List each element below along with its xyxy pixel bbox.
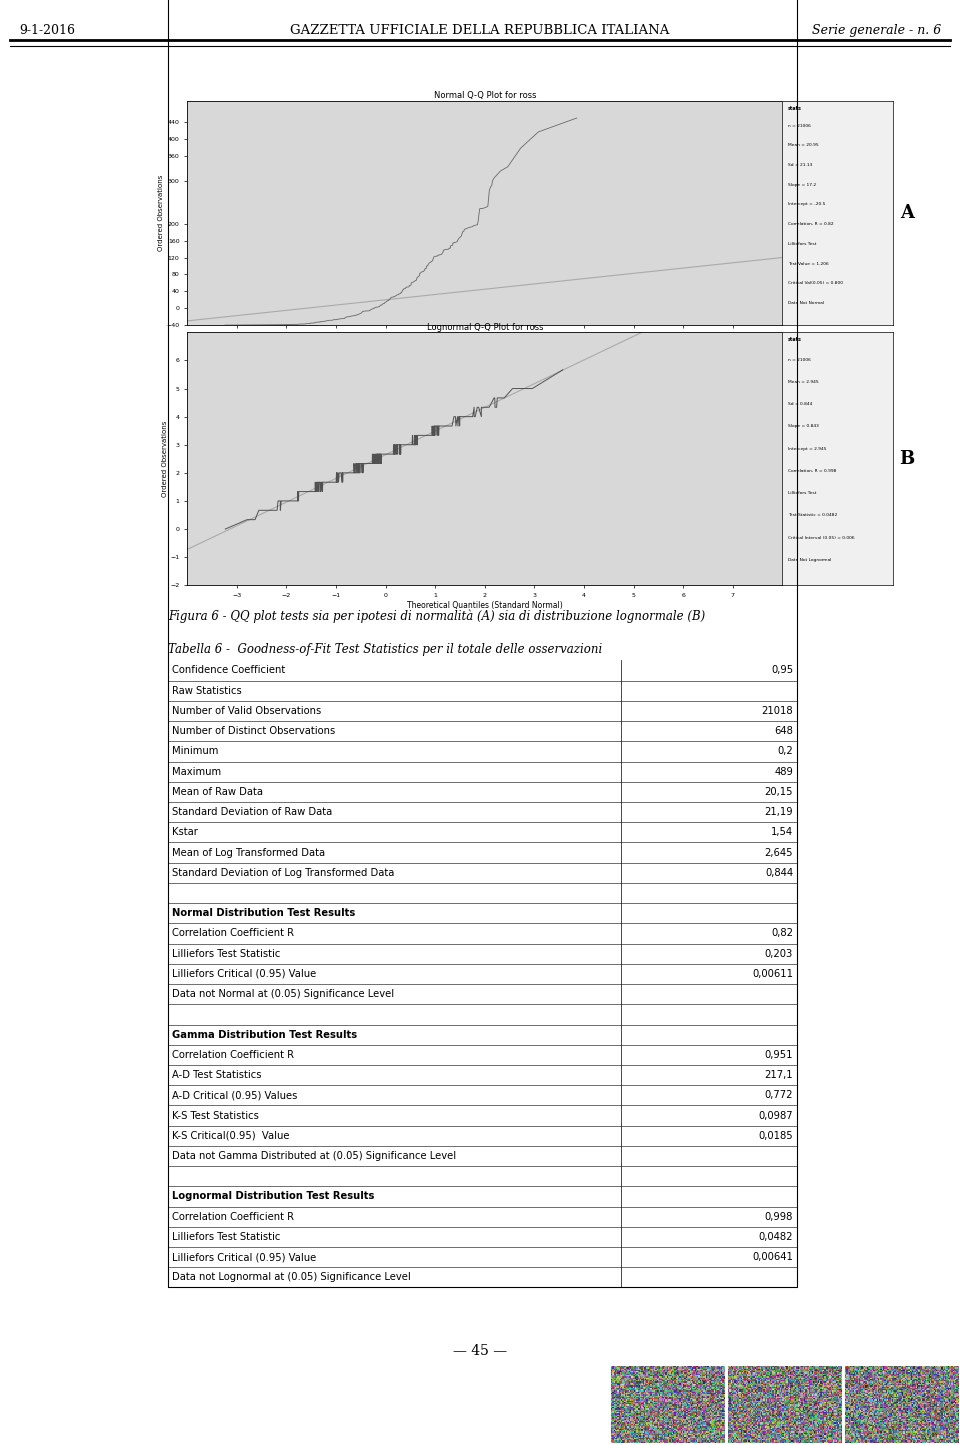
Text: Raw Statistics: Raw Statistics	[172, 686, 242, 695]
Text: GAZZETTA UFFICIALE DELLA REPUBBLICA ITALIANA: GAZZETTA UFFICIALE DELLA REPUBBLICA ITAL…	[290, 25, 670, 36]
Text: A-D Critical (0.95) Values: A-D Critical (0.95) Values	[172, 1091, 298, 1100]
Text: 0,772: 0,772	[764, 1091, 793, 1100]
Text: 0,203: 0,203	[765, 949, 793, 958]
Text: Gamma Distribution Test Results: Gamma Distribution Test Results	[172, 1030, 357, 1039]
Text: Lilliefors Critical (0.95) Value: Lilliefors Critical (0.95) Value	[172, 970, 316, 978]
Text: 0,951: 0,951	[764, 1051, 793, 1059]
Text: Sd = 0.844: Sd = 0.844	[788, 402, 812, 406]
Y-axis label: Ordered Observations: Ordered Observations	[157, 175, 163, 251]
Text: Lilliefors Test: Lilliefors Test	[788, 241, 816, 246]
Text: Data not Lognormal at (0.05) Significance Level: Data not Lognormal at (0.05) Significanc…	[172, 1273, 411, 1282]
Text: n = 21006: n = 21006	[788, 123, 811, 127]
Text: stats: stats	[788, 337, 802, 342]
Text: 21018: 21018	[761, 707, 793, 715]
Text: 9-1-2016: 9-1-2016	[19, 25, 75, 36]
Text: Mean of Log Transformed Data: Mean of Log Transformed Data	[172, 848, 324, 857]
Text: K-S Critical(0.95)  Value: K-S Critical(0.95) Value	[172, 1131, 289, 1140]
Text: Correlation, R = 0.82: Correlation, R = 0.82	[788, 223, 833, 225]
Text: Sd = 21.13: Sd = 21.13	[788, 163, 812, 168]
Text: 0,82: 0,82	[771, 929, 793, 938]
Text: Mean of Raw Data: Mean of Raw Data	[172, 788, 263, 796]
Text: Data Not Normal: Data Not Normal	[788, 301, 824, 305]
Text: Data Not Lognormal: Data Not Lognormal	[788, 558, 831, 562]
Text: Data not Gamma Distributed at (0.05) Significance Level: Data not Gamma Distributed at (0.05) Sig…	[172, 1152, 456, 1160]
Text: 21,19: 21,19	[764, 808, 793, 816]
Text: Figura 6 - QQ plot tests sia per ipotesi di normalità (A) sia di distribuzione l: Figura 6 - QQ plot tests sia per ipotesi…	[168, 610, 706, 623]
Text: Data not Normal at (0.05) Significance Level: Data not Normal at (0.05) Significance L…	[172, 990, 394, 998]
Text: 489: 489	[774, 767, 793, 776]
Text: Number of Valid Observations: Number of Valid Observations	[172, 707, 321, 715]
Title: Normal Q-Q Plot for ross: Normal Q-Q Plot for ross	[434, 91, 536, 100]
Y-axis label: Ordered Observations: Ordered Observations	[161, 420, 168, 497]
Text: 20,15: 20,15	[764, 788, 793, 796]
Text: Slope = 0.843: Slope = 0.843	[788, 425, 819, 428]
Text: 648: 648	[774, 727, 793, 736]
Text: 1,54: 1,54	[771, 828, 793, 837]
Title: Lognormal Q-Q Plot for ross: Lognormal Q-Q Plot for ross	[426, 322, 543, 331]
Text: 0,0185: 0,0185	[758, 1131, 793, 1140]
Text: A: A	[900, 204, 914, 223]
Text: Intercept = 2.945: Intercept = 2.945	[788, 447, 827, 451]
Text: Critical Interval (0.05) = 0.006: Critical Interval (0.05) = 0.006	[788, 536, 854, 539]
X-axis label: Theoretical Quantiles (Standard Normal): Theoretical Quantiles (Standard Normal)	[407, 341, 563, 350]
Text: Normal Distribution Test Results: Normal Distribution Test Results	[172, 909, 355, 918]
Text: Tabella 6 -  Goodness-of-Fit Test Statistics per il totale delle osservazioni: Tabella 6 - Goodness-of-Fit Test Statist…	[168, 643, 602, 656]
Text: Minimum: Minimum	[172, 747, 218, 756]
Text: A-D Test Statistics: A-D Test Statistics	[172, 1071, 261, 1079]
Text: Correlation Coefficient R: Correlation Coefficient R	[172, 1051, 294, 1059]
Text: 2,645: 2,645	[764, 848, 793, 857]
Text: — 45 —: — 45 —	[453, 1344, 507, 1358]
Text: stats: stats	[788, 105, 802, 111]
Text: Standard Deviation of Log Transformed Data: Standard Deviation of Log Transformed Da…	[172, 868, 395, 877]
Text: Confidence Coefficient: Confidence Coefficient	[172, 666, 285, 675]
Text: Correlation, R = 0.998: Correlation, R = 0.998	[788, 468, 836, 473]
Text: Kstar: Kstar	[172, 828, 198, 837]
Text: Lilliefors Critical (0.95) Value: Lilliefors Critical (0.95) Value	[172, 1253, 316, 1261]
Text: Test Value = 1.206: Test Value = 1.206	[788, 262, 828, 266]
Text: Test Statistic = 0.0482: Test Statistic = 0.0482	[788, 513, 837, 517]
Text: Mean = 20.95: Mean = 20.95	[788, 143, 819, 147]
Text: 0,00611: 0,00611	[752, 970, 793, 978]
Text: Mean = 2.945: Mean = 2.945	[788, 380, 819, 384]
Text: Slope = 17.2: Slope = 17.2	[788, 182, 816, 186]
Text: 217,1: 217,1	[764, 1071, 793, 1079]
Text: Critical Val(0.05) = 0.800: Critical Val(0.05) = 0.800	[788, 282, 843, 285]
Text: Maximum: Maximum	[172, 767, 221, 776]
Text: Number of Distinct Observations: Number of Distinct Observations	[172, 727, 335, 736]
Text: n = 21006: n = 21006	[788, 357, 811, 361]
Text: Lognormal Distribution Test Results: Lognormal Distribution Test Results	[172, 1192, 374, 1201]
Text: Lilliefors Test: Lilliefors Test	[788, 491, 816, 496]
X-axis label: Theoretical Quantiles (Standard Normal): Theoretical Quantiles (Standard Normal)	[407, 601, 563, 610]
Text: Lilliefors Test Statistic: Lilliefors Test Statistic	[172, 949, 280, 958]
Text: Standard Deviation of Raw Data: Standard Deviation of Raw Data	[172, 808, 332, 816]
Text: K-S Test Statistics: K-S Test Statistics	[172, 1111, 258, 1120]
Text: 0,844: 0,844	[765, 868, 793, 877]
Text: Correlation Coefficient R: Correlation Coefficient R	[172, 1212, 294, 1221]
Text: Intercept = -20.5: Intercept = -20.5	[788, 202, 826, 207]
Text: 0,95: 0,95	[771, 666, 793, 675]
Text: Lilliefors Test Statistic: Lilliefors Test Statistic	[172, 1233, 280, 1241]
Text: 0,0482: 0,0482	[758, 1233, 793, 1241]
Text: 0,2: 0,2	[778, 747, 793, 756]
Text: B: B	[900, 449, 915, 468]
Text: Serie generale - n. 6: Serie generale - n. 6	[811, 25, 941, 36]
Text: 0,0987: 0,0987	[758, 1111, 793, 1120]
Text: Correlation Coefficient R: Correlation Coefficient R	[172, 929, 294, 938]
Text: 0,00641: 0,00641	[752, 1253, 793, 1261]
Text: 0,998: 0,998	[765, 1212, 793, 1221]
